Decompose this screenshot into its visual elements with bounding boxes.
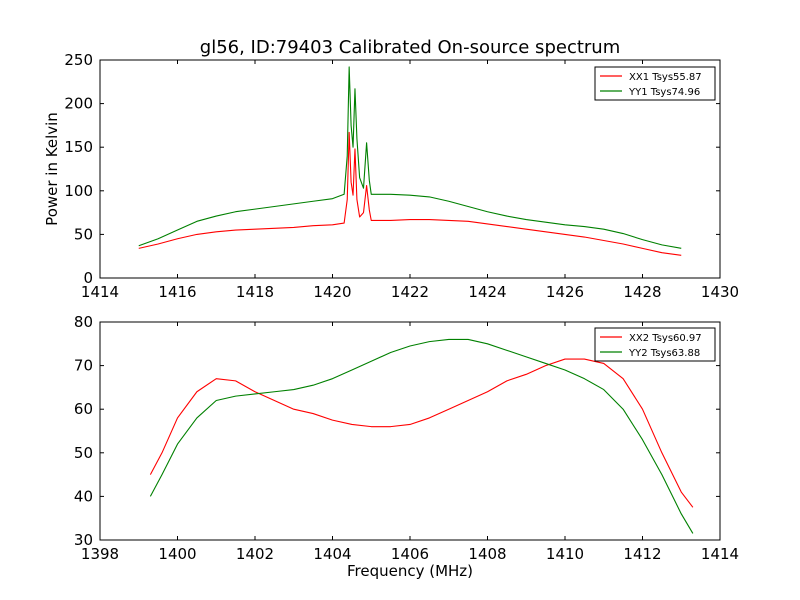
bottom-y-tick-label: 60 xyxy=(74,400,93,418)
bottom-x-tick-label: 1400 xyxy=(158,545,196,563)
top-x-tick-label: 1418 xyxy=(236,283,274,301)
top-x-tick-label: 1422 xyxy=(391,283,429,301)
bottom-legend xyxy=(594,327,716,362)
top-x-tick-label: 1426 xyxy=(546,283,584,301)
bottom-x-tick-label: 1412 xyxy=(623,545,661,563)
bottom-x-axis-label: Frequency (MHz) xyxy=(347,562,473,580)
bottom-legend-label-2: YY2 Tsys63.88 xyxy=(628,348,700,359)
bottom-x-tick-label: 1408 xyxy=(468,545,506,563)
bottom-series-line-1 xyxy=(149,358,694,508)
bottom-x-tick-label: 1414 xyxy=(701,545,739,563)
top-legend-label-2: YY1 Tsys74.96 xyxy=(628,87,700,98)
top-y-tick-label: 250 xyxy=(64,51,93,69)
top-y-tick-label: 200 xyxy=(64,95,93,113)
bottom-y-tick-label: 50 xyxy=(74,444,93,462)
top-x-tick-label: 1420 xyxy=(313,283,351,301)
top-y-tick-label: 0 xyxy=(83,269,93,287)
top-y-tick-label: 100 xyxy=(64,182,93,200)
top-plot: 1414 1416 1418 1420 1422 1424 1426 1428 1430 0 50 1… xyxy=(64,51,739,301)
top-y-tick-label: 50 xyxy=(74,225,93,243)
top-x-tick-label: 1428 xyxy=(623,283,661,301)
top-series-line-1 xyxy=(138,131,682,256)
bottom-x-tick-label: 1410 xyxy=(546,545,584,563)
top-y-tick-label: 150 xyxy=(64,138,93,156)
bottom-x-tick-label: 1404 xyxy=(313,545,351,563)
bottom-y-tick-label: 30 xyxy=(74,531,93,549)
bottom-x-tick-label: 1402 xyxy=(236,545,274,563)
bottom-plot: 1398 1400 1402 1404 1406 1408 1410 1412 1414 30 40… xyxy=(74,313,739,563)
chart-title: gl56, ID:79403 Calibrated On-source spec… xyxy=(200,37,620,58)
top-x-tick-label: 1430 xyxy=(701,283,739,301)
top-x-tick-label: 1424 xyxy=(468,283,506,301)
top-series-line-2 xyxy=(138,66,682,249)
top-y-axis-label: Power in Kelvin xyxy=(43,112,61,226)
bottom-y-tick-label: 80 xyxy=(74,313,93,331)
top-x-tick-label: 1414 xyxy=(81,283,119,301)
bottom-x-tick-label: 1398 xyxy=(81,545,119,563)
top-x-tick-label: 1416 xyxy=(158,283,196,301)
bottom-x-tick-label: 1406 xyxy=(391,545,429,563)
top-legend-label-1: XX1 Tsys55.87 xyxy=(629,72,702,83)
bottom-legend-label-1: XX2 Tsys60.97 xyxy=(629,333,702,344)
bottom-y-tick-label: 40 xyxy=(74,487,93,505)
top-legend xyxy=(594,66,716,101)
bottom-y-tick-label: 70 xyxy=(74,357,93,375)
bottom-series-line-2 xyxy=(149,338,694,534)
